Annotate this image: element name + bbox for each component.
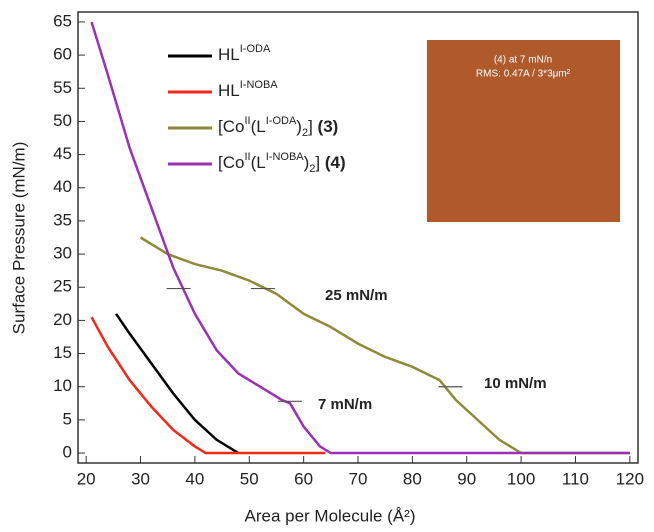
series-line [90,316,326,455]
y-tick-label: 55 [53,78,72,97]
series-line [139,236,630,455]
annotation: 25 mN/m [325,287,388,304]
annotation: 7 mN/m [318,396,372,413]
legend-label: HLI-ODA [218,43,271,65]
legend-label-part: (4) [325,153,346,172]
legend-label-part: I-NOBA [240,79,279,91]
legend-label-part: II [244,115,250,127]
legend-label-part: ] [308,117,317,136]
legend-label-part: ) [296,117,302,136]
legend-label: [CoII(LI-ODA)2] (3) [218,115,338,139]
legend-label-part: I-ODA [240,43,271,55]
legend-label-part: ) [304,153,310,172]
legend-label-part: 2 [302,127,308,139]
y-tick-label: 30 [53,244,72,263]
x-tick-label: 50 [240,469,259,488]
x-tick-label: 80 [403,469,422,488]
legend-label-part: (3) [318,117,339,136]
y-tick-label: 25 [53,277,72,296]
x-tick-label: 20 [77,469,96,488]
x-tick-label: 30 [131,469,150,488]
legend-label-part: HL [218,81,240,100]
legend-label-part: (L [251,117,266,136]
x-tick-label: 120 [616,469,644,488]
y-tick-label: 5 [63,409,72,428]
y-tick-label: 45 [53,144,72,163]
inset-text: RMS: 0.47A / 3*3μm² [476,69,571,80]
inset: (4) at 7 mN/n RMS: 0.47A / 3*3μm² [427,40,620,222]
x-tick-label: 90 [457,469,476,488]
x-tick-label: 100 [507,469,535,488]
legend-label-part: (L [251,153,266,172]
legend-label-part: II [244,151,250,163]
y-tick-label: 50 [53,111,72,130]
legend-label-part: [Co [218,153,244,172]
legend-label-part: ] [315,153,324,172]
y-tick-label: 60 [53,45,72,64]
x-axis-label: Area per Molecule (Å²) [244,506,415,525]
x-tick-label: 60 [294,469,313,488]
legend-label-part: HL [218,45,240,64]
y-tick-label: 10 [53,376,72,395]
y-axis-label: Surface Pressure (mN/m) [9,142,28,335]
y-tick-label: 35 [53,210,72,229]
series-line [90,21,630,455]
y-tick-label: 65 [53,11,72,30]
inset-image [427,40,620,222]
x-tick-label: 40 [185,469,204,488]
y-tick-label: 15 [53,343,72,362]
legend-label-part: I-NOBA [266,151,305,163]
y-tick-label: 0 [63,443,72,462]
inset-text: (4) at 7 mN/n [494,55,552,66]
legend-label: HLI-NOBA [218,79,278,101]
x-tick-label: 70 [349,469,368,488]
y-tick-label: 20 [53,310,72,329]
legend-label-part: [Co [218,117,244,136]
annotation: 10 mN/m [484,375,547,392]
legend-label: [CoII(LI-NOBA)2] (4) [218,151,346,175]
y-tick-label: 40 [53,177,72,196]
legend-label-part: 2 [309,163,315,175]
legend-label-part: I-ODA [266,115,297,127]
x-tick-label: 110 [562,469,589,488]
series-line [115,313,240,455]
